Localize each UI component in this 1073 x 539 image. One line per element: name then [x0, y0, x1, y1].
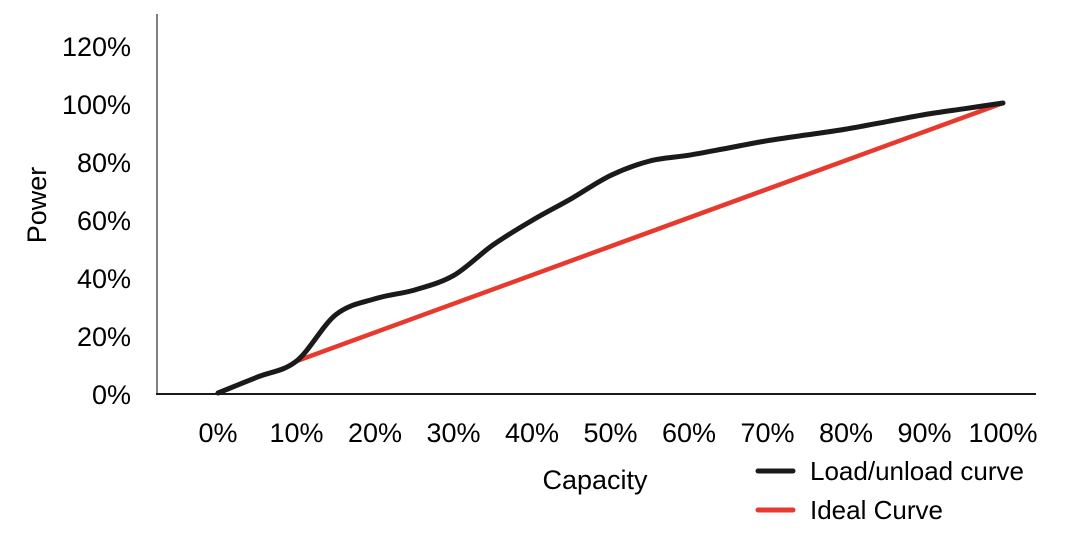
legend-entry: Ideal Curve	[755, 495, 943, 525]
y-tick-label: 100%	[62, 90, 131, 120]
y-tick-label: 80%	[77, 148, 131, 178]
x-tick-label: 40%	[505, 418, 559, 448]
chart-generated-layer: 0% 20% 40% 60% 80% 100% 120% 0% 10% 20% 30% 40% 50% 6…	[62, 14, 1038, 525]
x-tick-label: 70%	[740, 418, 794, 448]
x-tick-label: 20%	[348, 418, 402, 448]
legend-label-load-unload: Load/unload curve	[810, 456, 1024, 486]
y-tick-label: 0%	[92, 380, 131, 410]
y-tick-label: 40%	[77, 264, 131, 294]
y-tick-label: 20%	[77, 322, 131, 352]
legend-entry: Load/unload curve	[755, 456, 1024, 486]
x-tick-label: 60%	[662, 418, 716, 448]
x-tick-label: 0%	[198, 418, 237, 448]
x-tick-label: 50%	[583, 418, 637, 448]
x-tick-label: 100%	[968, 418, 1037, 448]
load-unload-curve	[215, 100, 1006, 396]
x-axis-title: Capacity	[542, 465, 648, 495]
y-tick-label: 120%	[62, 32, 131, 62]
legend-label-ideal: Ideal Curve	[810, 495, 943, 525]
ideal-curve	[294, 100, 1006, 364]
x-tick-label: 10%	[269, 418, 323, 448]
y-tick-label: 60%	[77, 206, 131, 236]
x-tick-label: 30%	[426, 418, 480, 448]
x-tick-label: 80%	[819, 418, 873, 448]
y-axis-title: Power	[22, 167, 52, 244]
x-tick-label: 90%	[897, 418, 951, 448]
